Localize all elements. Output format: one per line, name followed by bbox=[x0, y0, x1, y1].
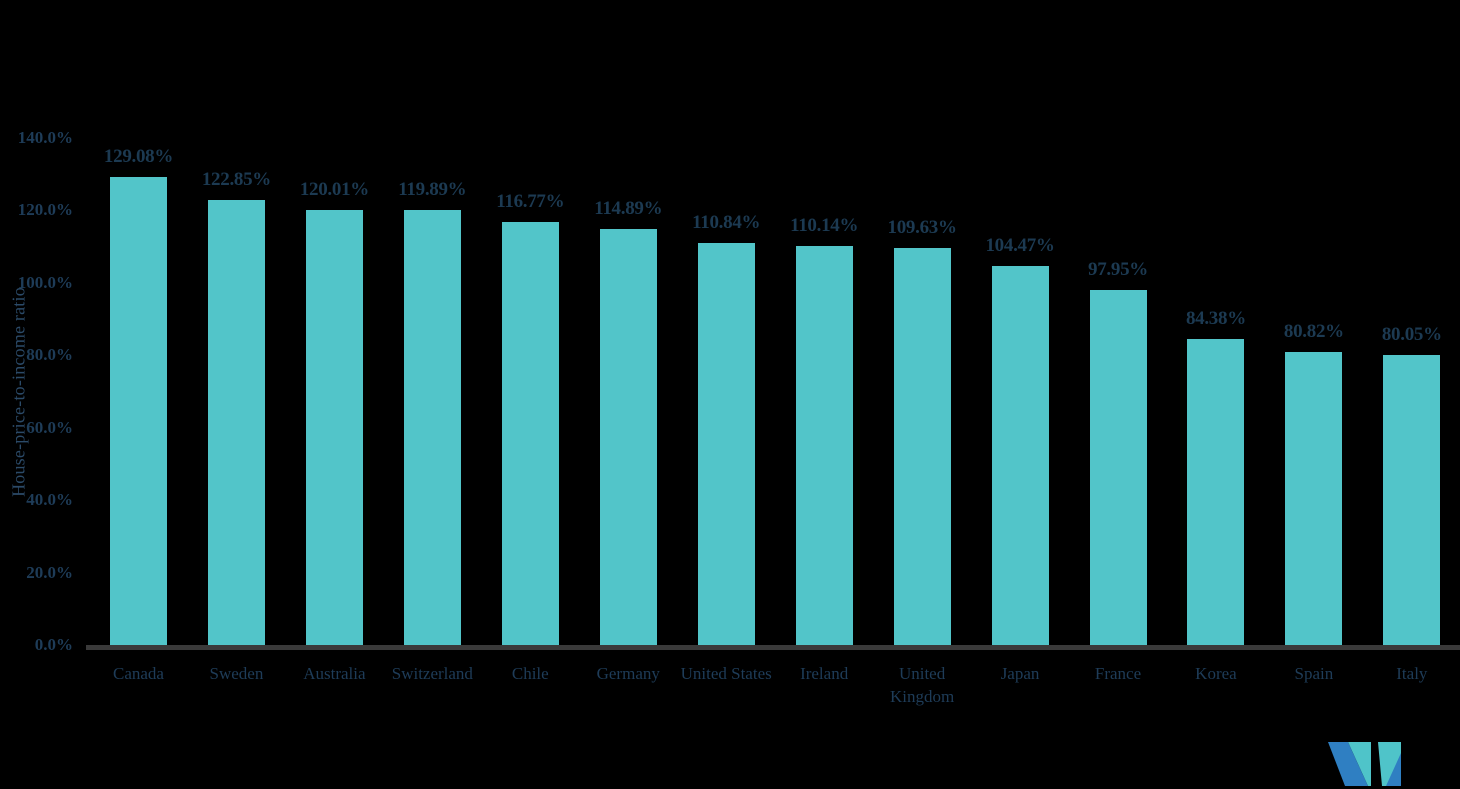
bar-korea bbox=[1187, 339, 1245, 645]
y-axis-tick-label: 80.0% bbox=[26, 345, 73, 364]
x-axis-label: Italy bbox=[1396, 664, 1428, 683]
bar-value-label: 129.08% bbox=[103, 146, 174, 168]
bar-japan bbox=[991, 266, 1049, 645]
bar-spain bbox=[1285, 352, 1343, 645]
x-axis-label: Chile bbox=[511, 664, 549, 683]
bar-value-label: 104.47% bbox=[985, 235, 1055, 257]
bar-value-label: 80.82% bbox=[1283, 321, 1344, 343]
bar-chile bbox=[501, 221, 559, 645]
logo-middle-band bbox=[1348, 742, 1371, 786]
mordor-intelligence-m-logo bbox=[1328, 742, 1401, 786]
bar-value-label: 110.84% bbox=[692, 212, 761, 234]
bar-value-label: 80.05% bbox=[1381, 323, 1442, 345]
bar-value-label: 110.14% bbox=[790, 214, 859, 236]
bar-australia bbox=[305, 209, 363, 645]
y-axis-tick-label: 0.0% bbox=[34, 635, 73, 654]
x-axis-label: Switzerland bbox=[391, 664, 473, 683]
bar-value-label: 97.95% bbox=[1088, 258, 1148, 280]
bar-sweden bbox=[207, 199, 265, 645]
bar-switzerland bbox=[403, 210, 461, 645]
bar-united-kingdom bbox=[893, 247, 951, 645]
x-axis-label: Germany bbox=[596, 664, 660, 683]
x-axis-label: Ireland bbox=[800, 664, 849, 683]
y-axis-tick-label: 140.0% bbox=[17, 127, 73, 147]
bar-ireland bbox=[795, 245, 853, 645]
logo-right-corner bbox=[1386, 753, 1401, 786]
y-axis-tick-label: 40.0% bbox=[26, 490, 73, 509]
y-axis-tick-label: 60.0% bbox=[26, 417, 73, 437]
bar-value-label: 119.89% bbox=[398, 179, 467, 201]
bar-canada bbox=[110, 177, 167, 645]
y-axis-tick-label: 20.0% bbox=[26, 562, 73, 582]
bar-united-states bbox=[697, 243, 755, 645]
y-axis-tick-label: 100.0% bbox=[17, 272, 73, 292]
bar-value-label: 114.89% bbox=[594, 197, 663, 219]
x-axis-label: France bbox=[1094, 664, 1142, 683]
bar-france bbox=[1089, 289, 1147, 645]
logo-left-band bbox=[1328, 742, 1368, 786]
x-axis-label: Spain bbox=[1294, 664, 1334, 683]
bar-value-label: 116.77% bbox=[496, 190, 565, 212]
x-axis-line bbox=[86, 645, 1460, 650]
y-axis-title: House-price-to-income ratio bbox=[8, 287, 29, 497]
bar-italy bbox=[1383, 354, 1441, 645]
bar-germany bbox=[599, 228, 657, 645]
x-axis-label: Sweden bbox=[209, 664, 264, 683]
x-axis-label: Australia bbox=[303, 664, 366, 683]
x-axis-label: United States bbox=[680, 664, 772, 683]
bar-value-label: 120.01% bbox=[299, 178, 369, 200]
bar-value-label: 84.38% bbox=[1185, 308, 1246, 330]
x-axis-label: Japan bbox=[1000, 664, 1040, 683]
y-axis-tick-label: 120.0% bbox=[17, 200, 73, 219]
x-axis-label: Korea bbox=[1195, 664, 1237, 683]
bar-value-label: 109.63% bbox=[887, 216, 957, 238]
x-axis-label: United Kingdom bbox=[889, 664, 955, 706]
bar-value-label: 122.85% bbox=[201, 168, 272, 190]
x-axis-label: Canada bbox=[113, 664, 164, 683]
